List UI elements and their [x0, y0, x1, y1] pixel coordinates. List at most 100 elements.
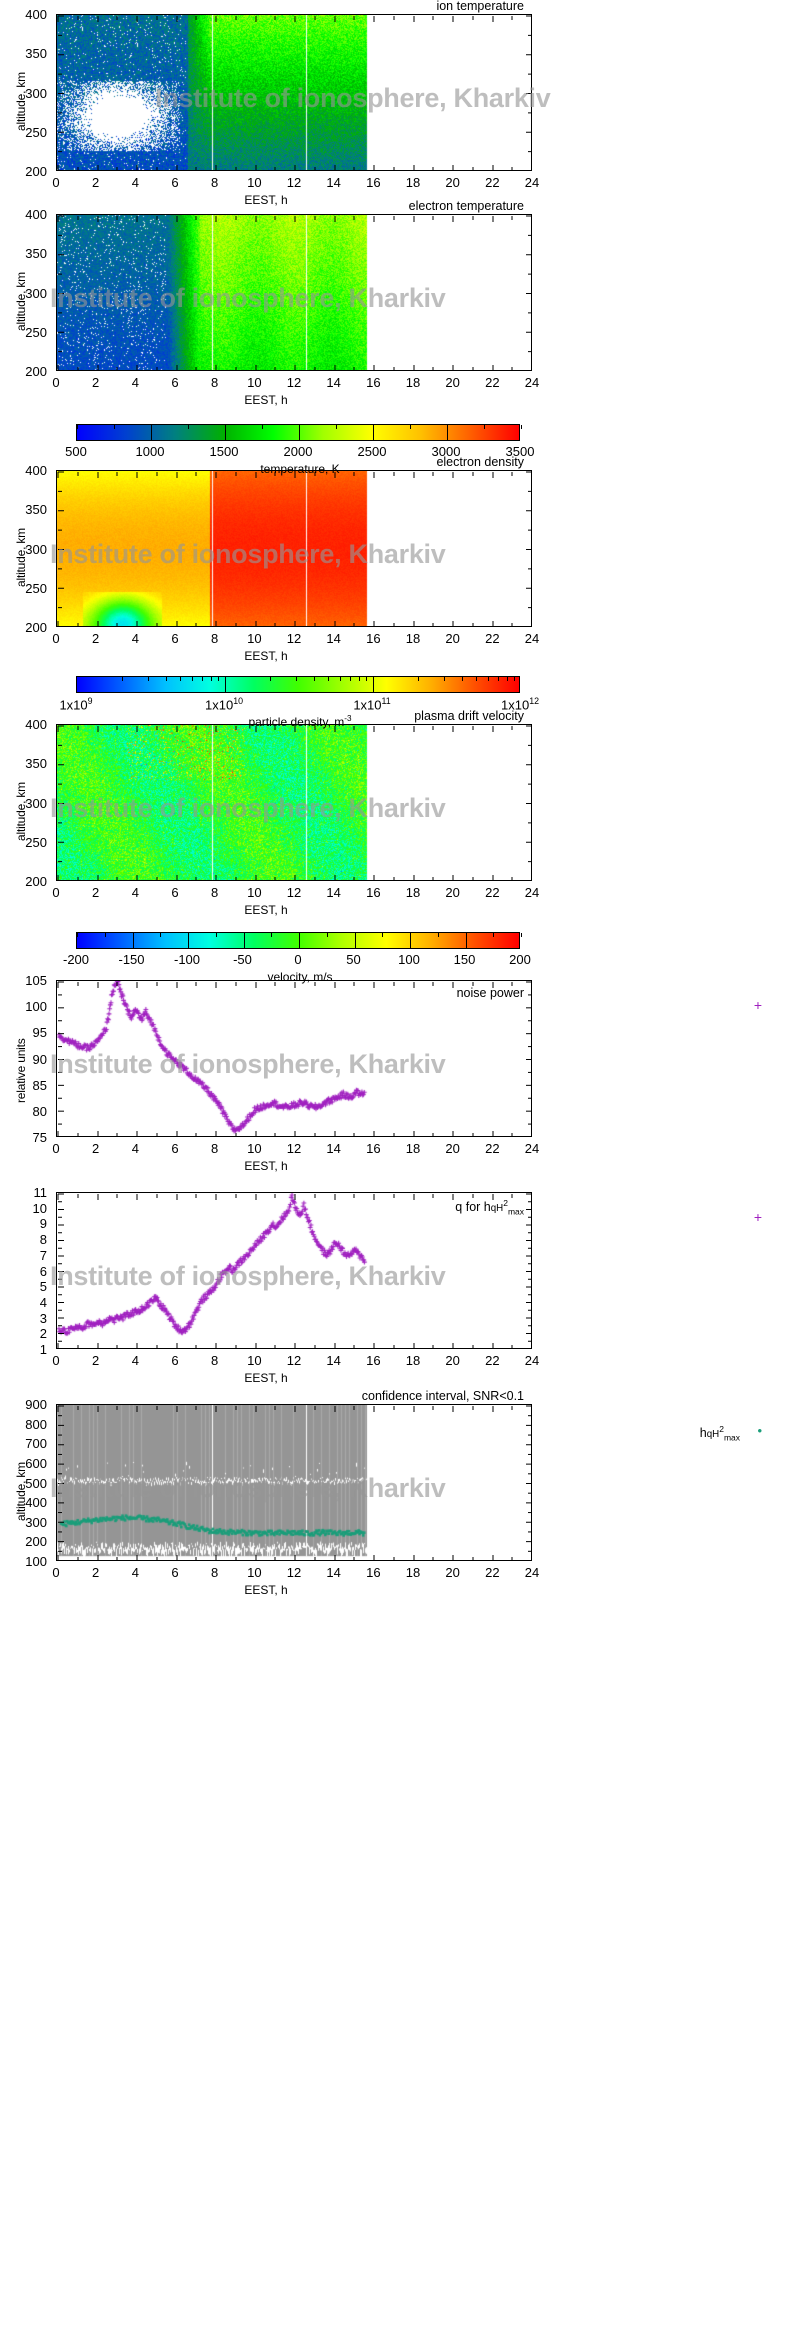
- xtick-q-for-h-qh2max-5: 10: [247, 1353, 262, 1368]
- ytick-confidence-interval-7: 800: [25, 1416, 47, 1432]
- panel-title-q-for-h-qh2max: q for hqH2max: [455, 1198, 524, 1217]
- xtick-electron-temperature-10: 20: [445, 375, 460, 390]
- xtick-plasma-drift-velocity-4: 8: [211, 885, 219, 900]
- ytick-electron-density-3: 350: [25, 502, 47, 518]
- xtick-ion-temperature-7: 14: [326, 175, 341, 190]
- legend-marker2-confidence-interval: •: [757, 1423, 762, 1438]
- ytick-noise-power-4: 95: [32, 1025, 47, 1041]
- colorbar-divider: [188, 933, 189, 948]
- colorbar-tick-temperature-colorbar-5: 3000: [431, 444, 461, 459]
- colorbar-tick-temperature-colorbar-1: 1000: [135, 444, 165, 459]
- xtick-q-for-h-qh2max-7: 14: [326, 1353, 341, 1368]
- plot-canvas-q-for-h-qh2max: [57, 1193, 531, 1348]
- ytick-q-for-h-qh2max-7: 8: [39, 1232, 47, 1248]
- colorbar-minor-tick: [166, 677, 167, 681]
- ytick-confidence-interval-8: 900: [25, 1397, 47, 1412]
- xtick-confidence-interval-1: 2: [92, 1565, 100, 1580]
- ytick-noise-power-6: 105: [25, 973, 47, 988]
- xtick-electron-density-2: 4: [131, 631, 139, 646]
- ytick-electron-density-1: 250: [25, 580, 47, 596]
- colorbar-gradient-temperature-colorbar: [76, 424, 522, 441]
- colorbar-tick-velocity-colorbar-4: 0: [294, 952, 302, 967]
- colorbar-tick-velocity-colorbar-3: -50: [233, 952, 252, 967]
- ytick-q-for-h-qh2max-4: 5: [39, 1279, 47, 1295]
- xtick-q-for-h-qh2max-12: 24: [524, 1353, 540, 1368]
- xtick-ion-temperature-1: 2: [92, 175, 100, 190]
- colorbar-divider: [225, 425, 226, 440]
- colorbar-minor-tick: [262, 425, 263, 429]
- colorbar-minor-tick: [180, 677, 181, 681]
- colorbar-minor-tick: [151, 425, 152, 429]
- panel-title-plasma-drift-velocity: plasma drift velocity: [414, 709, 524, 723]
- xtick-electron-temperature-6: 12: [286, 375, 302, 390]
- colorbar-minor-tick: [488, 677, 489, 681]
- xtick-q-for-h-qh2max-3: 6: [171, 1353, 179, 1368]
- xtick-confidence-interval-8: 16: [366, 1565, 381, 1580]
- ylabel-electron-temperature: altitude, km: [14, 271, 28, 331]
- xtick-noise-power-8: 16: [366, 1141, 381, 1156]
- panel-title-electron-temperature: electron temperature: [408, 199, 524, 213]
- xtick-q-for-h-qh2max-6: 12: [286, 1353, 302, 1368]
- xtick-plasma-drift-velocity-2: 4: [131, 885, 139, 900]
- xtick-electron-density-0: 0: [52, 631, 60, 646]
- colorbar-divider: [244, 933, 245, 948]
- ytick-noise-power-5: 100: [25, 999, 47, 1015]
- xtick-electron-density-10: 20: [445, 631, 460, 646]
- plot-canvas-electron-temperature: [57, 215, 531, 370]
- plot-area-electron-temperature: [56, 214, 532, 371]
- panel-title-electron-density: electron density: [436, 455, 524, 469]
- colorbar-divider: [373, 425, 374, 440]
- xtick-confidence-interval-12: 24: [524, 1565, 540, 1580]
- ytick-ion-temperature-1: 250: [25, 124, 47, 140]
- colorbar-minor-tick: [299, 425, 300, 429]
- xtick-plasma-drift-velocity-1: 2: [92, 885, 100, 900]
- legend-marker-noise-power: +: [753, 997, 762, 1013]
- plot-canvas-ion-temperature: [57, 15, 531, 170]
- xtick-electron-temperature-3: 6: [171, 375, 179, 390]
- colorbar-tick-velocity-colorbar-7: 150: [453, 952, 476, 967]
- xtick-confidence-interval-9: 18: [405, 1565, 421, 1580]
- colorbar-minor-tick: [327, 933, 328, 937]
- ytick-plasma-drift-velocity-1: 250: [25, 834, 47, 850]
- colorbar-tick-temperature-colorbar-6: 3500: [505, 444, 535, 459]
- colorbar-divider: [151, 425, 152, 440]
- colorbar-minor-tick: [444, 677, 445, 681]
- colorbar-minor-tick: [466, 933, 467, 937]
- colorbar-minor-tick: [202, 677, 203, 681]
- ytick-confidence-interval-1: 200: [25, 1534, 47, 1550]
- xtick-q-for-h-qh2max-1: 2: [92, 1353, 100, 1368]
- colorbar-divider: [299, 425, 300, 440]
- xtick-q-for-h-qh2max-9: 18: [405, 1353, 421, 1368]
- plot-canvas-noise-power: [57, 981, 531, 1136]
- xtick-confidence-interval-2: 4: [131, 1565, 139, 1580]
- xtick-q-for-h-qh2max-8: 16: [366, 1353, 381, 1368]
- ytick-noise-power-3: 90: [32, 1051, 47, 1067]
- ytick-electron-temperature-4: 400: [25, 207, 47, 222]
- xtick-noise-power-0: 0: [52, 1141, 60, 1156]
- ytick-q-for-h-qh2max-8: 9: [39, 1216, 47, 1232]
- colorbar-minor-tick: [484, 425, 485, 429]
- ytick-q-for-h-qh2max-2: 3: [39, 1310, 47, 1326]
- legend-marker-q-for-h-qh2max: +: [753, 1209, 762, 1225]
- colorbar-minor-tick: [160, 933, 161, 937]
- xtick-electron-temperature-1: 2: [92, 375, 100, 390]
- colorbar-tick-velocity-colorbar-1: -150: [118, 952, 145, 967]
- ylabel-noise-power: relative units: [14, 1038, 28, 1104]
- ytick-ion-temperature-3: 350: [25, 46, 47, 62]
- xlabel-plasma-drift-velocity: EEST, h: [244, 903, 288, 917]
- plot-area-confidence-interval: [56, 1404, 532, 1561]
- ytick-plasma-drift-velocity-2: 300: [25, 795, 47, 811]
- colorbar-minor-tick: [192, 677, 193, 681]
- ytick-electron-temperature-0: 200: [25, 364, 47, 379]
- colorbar-divider: [225, 677, 226, 692]
- xtick-confidence-interval-0: 0: [52, 1565, 60, 1580]
- panel-title-ion-temperature: ion temperature: [436, 0, 524, 13]
- xtick-noise-power-2: 4: [131, 1141, 139, 1156]
- xtick-plasma-drift-velocity-11: 22: [485, 885, 500, 900]
- colorbar-minor-tick: [114, 425, 115, 429]
- colorbar-gradient-density-colorbar: [76, 676, 520, 693]
- ytick-ion-temperature-0: 200: [25, 164, 47, 179]
- xtick-electron-temperature-8: 16: [366, 375, 381, 390]
- xtick-electron-density-11: 22: [485, 631, 500, 646]
- colorbar-minor-tick: [438, 933, 439, 937]
